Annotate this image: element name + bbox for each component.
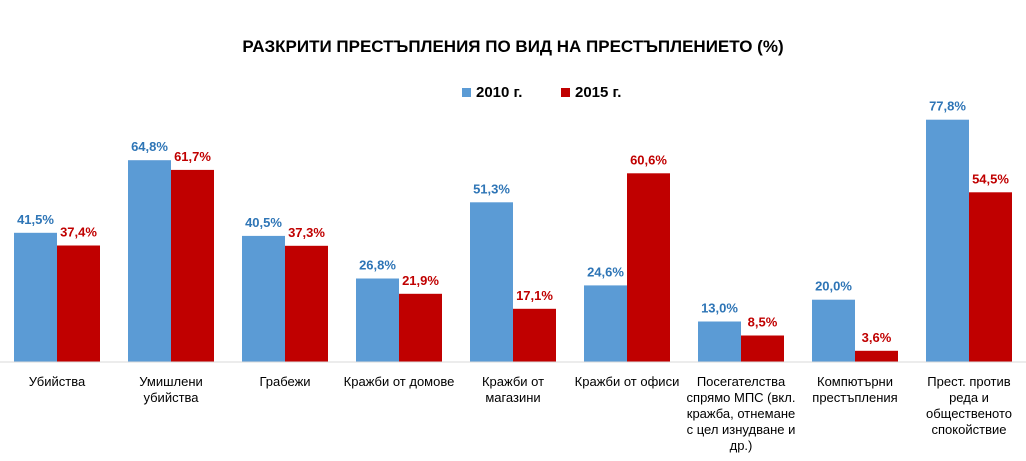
data-label-series-2-cat-8: 3,6% [862,330,892,345]
bar-series-2-cat-4 [399,293,442,362]
bar-series-1-cat-3 [242,235,285,362]
data-label-series-1-cat-1: 41,5% [17,212,54,227]
data-label-series-1-cat-6: 24,6% [587,264,624,279]
data-label-series-1-cat-2: 64,8% [131,139,168,154]
bar-series-1-cat-5 [470,202,513,362]
data-label-series-1-cat-7: 13,0% [701,301,738,316]
bar-series-2-cat-9 [969,192,1012,362]
category-label-2: Умишлени убийства [139,374,203,405]
data-label-series-1-cat-9: 77,8% [929,99,966,114]
bar-series-1-cat-7 [698,321,741,362]
category-label-4: Кражби от домове [343,374,455,389]
bars-group [14,119,1012,362]
data-label-series-2-cat-5: 17,1% [516,288,553,303]
bar-series-2-cat-8 [855,350,898,362]
data-labels-group: 41,5% 37,4% 64,8% 61,7% 40,5% 37,3% 26,8% 21,9%… [17,99,1009,345]
chart-title: РАЗКРИТИ ПРЕСТЪПЛЕНИЯ ПО ВИД НА ПРЕСТЪПЛ… [242,37,783,56]
data-label-series-2-cat-9: 54,5% [972,171,1009,186]
data-label-series-1-cat-8: 20,0% [815,279,852,294]
category-label-6: Кражби от офиси [574,374,680,389]
data-label-series-1-cat-4: 26,8% [359,258,396,273]
category-label-5: Кражби от магазини [481,374,545,405]
legend: 2010 г. 2015 г. [462,84,621,101]
data-label-series-2-cat-7: 8,5% [748,315,778,330]
bar-series-2-cat-2 [171,169,214,362]
bar-series-1-cat-8 [812,299,855,362]
bar-series-2-cat-1 [57,245,100,362]
bar-series-1-cat-1 [14,232,57,362]
data-label-series-2-cat-3: 37,3% [288,225,325,240]
data-label-series-2-cat-1: 37,4% [60,225,97,240]
legend-label-1: 2010 г. [476,84,522,101]
bar-series-1-cat-6 [584,285,627,362]
bar-series-2-cat-7 [741,335,784,362]
category-label-7: Посегателства спрямо МПС (вкл. кражба, о… [686,374,796,453]
data-label-series-1-cat-3: 40,5% [245,215,282,230]
bar-series-2-cat-5 [513,308,556,362]
bar-series-2-cat-3 [285,245,328,362]
data-label-series-2-cat-2: 61,7% [174,149,211,164]
data-label-series-1-cat-5: 51,3% [473,181,510,196]
data-label-series-2-cat-6: 60,6% [630,152,667,167]
bar-series-1-cat-2 [128,160,171,362]
legend-label-2: 2015 г. [575,84,621,101]
legend-swatch-2 [561,88,570,97]
legend-swatch-1 [462,88,471,97]
bar-series-1-cat-9 [926,119,969,362]
bar-series-1-cat-4 [356,278,399,362]
category-label-3: Грабежи [259,374,311,389]
category-label-1: Убийства [28,374,86,389]
bar-series-2-cat-6 [627,173,670,362]
category-label-8: Компютърни престъпления [812,374,898,405]
data-label-series-2-cat-4: 21,9% [402,273,439,288]
category-label-9: Прест. против реда и общественото спокой… [925,374,1013,437]
